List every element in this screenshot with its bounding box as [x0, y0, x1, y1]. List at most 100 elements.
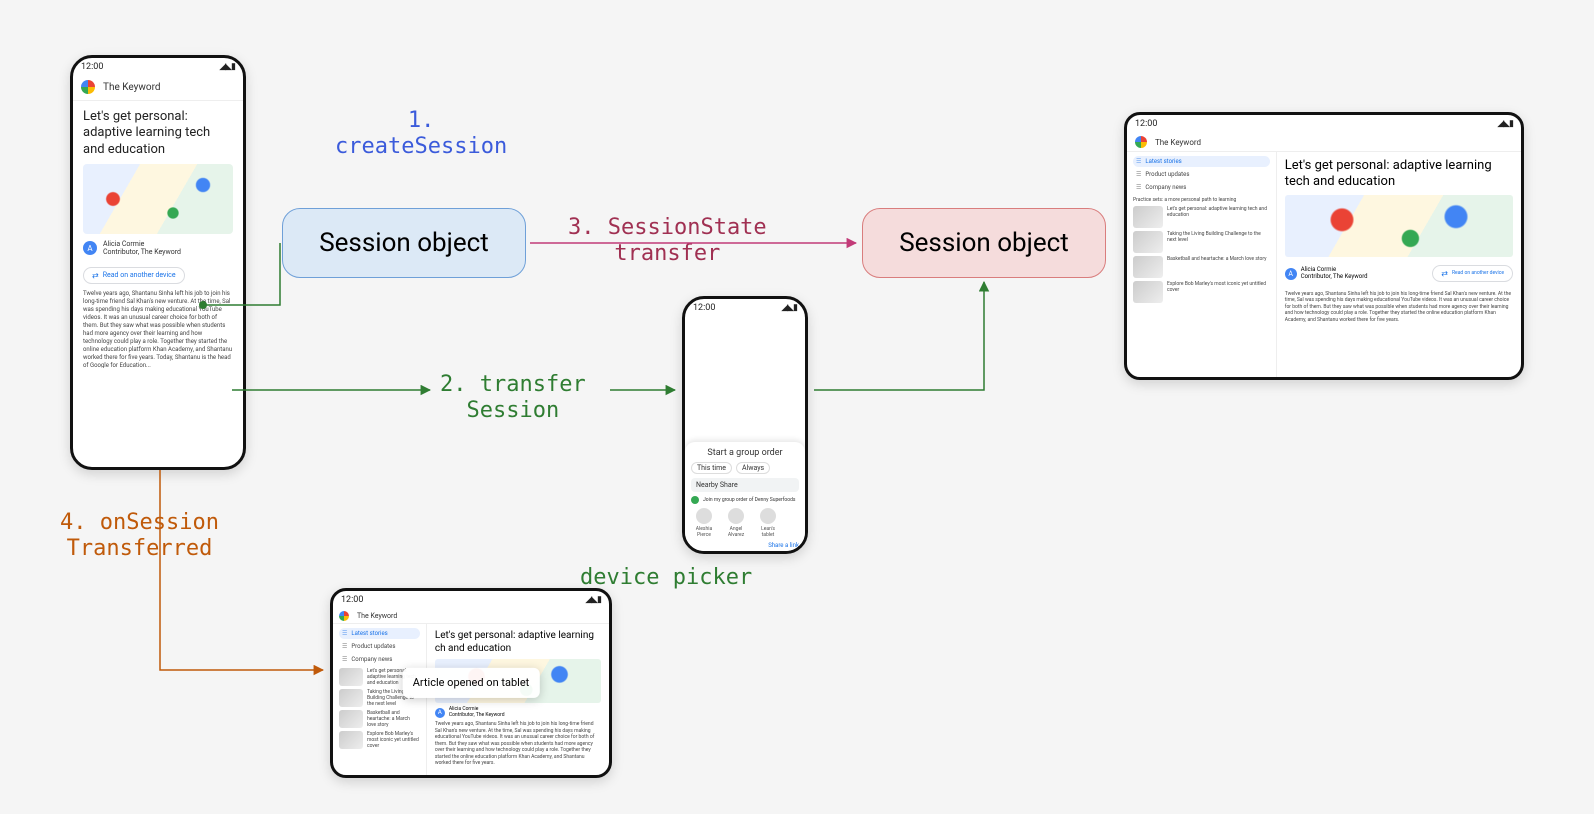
- label-device-picker: device picker: [580, 565, 752, 591]
- read-on-another-device-button[interactable]: Read on another device: [1432, 265, 1513, 282]
- share-sheet[interactable]: Start a group order This time Always Nea…: [685, 442, 805, 554]
- read-on-another-device-button[interactable]: Read on another device: [83, 267, 185, 284]
- app-bar: The Keyword: [73, 76, 243, 101]
- chip-always[interactable]: Always: [736, 462, 770, 474]
- author-role: Contributor, The Keyword: [449, 713, 505, 719]
- author-row: A Alicia Cormie Contributor, The Keyword: [435, 707, 601, 718]
- thumb-icon: [1133, 231, 1163, 253]
- author-meta: Alicia Cormie Contributor, The Keyword: [449, 707, 505, 718]
- author-avatar: A: [1285, 268, 1297, 280]
- sidebar-card-title: Practice sets: a more personal path to l…: [1133, 197, 1270, 203]
- feed-item[interactable]: Let's get personal: adaptive learning te…: [1133, 206, 1270, 228]
- article-content: Let's get personal: adaptive learning te…: [73, 101, 243, 376]
- read-button-label: Read on another device: [1452, 270, 1504, 276]
- google-logo-icon: [339, 611, 349, 621]
- label-step1-line1: 1.: [335, 108, 507, 134]
- label-step4-line1: 4. onSession: [60, 510, 219, 536]
- nav-latest-stories[interactable]: Latest stories: [1133, 156, 1270, 167]
- share-link[interactable]: Share a link: [691, 542, 799, 549]
- tablet-body: Latest stories Product updates Company n…: [333, 624, 609, 775]
- author-meta: Alicia Cormie Contributor, The Keyword: [103, 240, 181, 257]
- status-signal: ◢◣▮: [1497, 119, 1513, 129]
- app-title: The Keyword: [103, 82, 161, 93]
- feed-item[interactable]: Taking the Living Building Challenge to …: [1133, 231, 1270, 253]
- toast-article-opened: Article opened on tablet: [403, 668, 540, 698]
- label-step1-line2: createSession: [335, 134, 507, 160]
- session-box-label: Session object: [899, 228, 1069, 258]
- article-headline: Let's get personal: adaptive learning te…: [1285, 158, 1513, 191]
- read-button-label: Read on another device: [103, 271, 176, 279]
- status-time: 12:00: [1135, 119, 1157, 129]
- contact-name: Angel Alvarez: [723, 526, 749, 538]
- article-illustration: [1285, 195, 1513, 257]
- session-object-target: Session object: [862, 208, 1106, 278]
- tablet-target: 12:00 ◢◣▮ The Keyword Latest stories Pro…: [1124, 112, 1524, 380]
- sheet-title: Start a group order: [691, 448, 799, 458]
- feed-text: Explore Bob Marley's most iconic yet unt…: [1167, 281, 1270, 303]
- a5-picker-to-redbox: [814, 282, 984, 390]
- a4-phone-to-tablet: [160, 470, 323, 670]
- status-time: 12:00: [81, 62, 103, 72]
- contact-item[interactable]: Lean's tablet: [755, 508, 781, 538]
- nav-company-news[interactable]: Company news: [1133, 182, 1270, 193]
- contact-item[interactable]: Aleshia Pierce: [691, 508, 717, 538]
- feed-text: Let's get personal: adaptive learning te…: [1167, 206, 1270, 228]
- article-body: Twelve years ago, Shantanu Sinha left hi…: [83, 290, 233, 368]
- nav-company-news[interactable]: Company news: [339, 654, 420, 665]
- status-signal: ◢◣▮: [585, 595, 601, 605]
- app-title: The Keyword: [1155, 138, 1201, 147]
- article-illustration: [83, 164, 233, 234]
- google-logo-icon: [81, 80, 95, 94]
- nav-product-updates[interactable]: Product updates: [339, 641, 420, 652]
- feed-item[interactable]: Basketball and heartache: a March love s…: [1133, 256, 1270, 278]
- feed-item[interactable]: Explore Bob Marley's most iconic yet unt…: [339, 731, 420, 749]
- tablet-body: Latest stories Product updates Company n…: [1127, 152, 1521, 377]
- thumb-icon: [339, 668, 363, 686]
- nav-latest-stories[interactable]: Latest stories: [339, 628, 420, 639]
- thumb-icon: [339, 710, 363, 728]
- article-body: Twelve years ago, Shantanu Sinha left hi…: [1285, 291, 1513, 324]
- feed-text: Taking the Living Building Challenge to …: [1167, 231, 1270, 253]
- label-step3-sessionstate: 3. SessionState transfer: [568, 215, 767, 268]
- article-main: Let's get personal: adaptive learning ch…: [427, 624, 609, 775]
- sidebar: Latest stories Product updates Company n…: [333, 624, 427, 775]
- chip-row: This time Always: [691, 462, 799, 474]
- feed-item[interactable]: Basketball and heartache: a March love s…: [339, 710, 420, 728]
- status-bar: 12:00 ◢◣▮: [1127, 115, 1521, 133]
- label-step3-line1: 3. SessionState: [568, 215, 767, 241]
- label-device-picker-text: device picker: [580, 565, 752, 590]
- author-avatar: A: [83, 241, 97, 255]
- share-text: Join my group order of Denny Superfoods: [703, 497, 795, 503]
- author-row: A Alicia Cormie Contributor, The Keyword: [83, 240, 233, 257]
- session-object-source: Session object: [282, 208, 526, 278]
- feed-text: Basketball and heartache: a March love s…: [367, 710, 420, 728]
- contact-item[interactable]: Angel Alvarez: [723, 508, 749, 538]
- status-time: 12:00: [341, 595, 363, 605]
- status-bar: 12:00 ◢◣▮: [73, 58, 243, 76]
- label-step2-transfersession: 2. transfer Session: [440, 372, 586, 425]
- google-logo-icon: [1135, 136, 1147, 148]
- app-title: The Keyword: [357, 612, 397, 620]
- contact-name: Aleshia Pierce: [691, 526, 717, 538]
- label-step2-line2: Session: [440, 398, 586, 424]
- label-step2-line1: 2. transfer: [440, 372, 586, 398]
- share-dot-icon: [691, 496, 699, 504]
- thumb-icon: [1133, 206, 1163, 228]
- status-time: 12:00: [693, 303, 715, 313]
- chip-this-time[interactable]: This time: [691, 462, 732, 474]
- article-headline: Let's get personal: adaptive learning te…: [83, 109, 233, 158]
- avatar-icon: [696, 508, 712, 524]
- nearby-share-row[interactable]: Nearby Share: [691, 478, 799, 492]
- avatar-icon: [760, 508, 776, 524]
- label-step4-onsessiontransferred: 4. onSession Transferred: [60, 510, 219, 563]
- tablet-callback-result: 12:00 ◢◣▮ The Keyword Latest stories Pro…: [330, 588, 612, 778]
- feed-text: Basketball and heartache: a March love s…: [1167, 256, 1266, 278]
- share-line: Join my group order of Denny Superfoods: [691, 496, 799, 504]
- thumb-icon: [1133, 256, 1163, 278]
- feed-item[interactable]: Explore Bob Marley's most iconic yet unt…: [1133, 281, 1270, 303]
- label-step4-line2: Transferred: [60, 536, 219, 562]
- contacts-row: Aleshia Pierce Angel Alvarez Lean's tabl…: [691, 508, 799, 538]
- nav-product-updates[interactable]: Product updates: [1133, 169, 1270, 180]
- sidebar: Latest stories Product updates Company n…: [1127, 152, 1277, 377]
- article-main: Let's get personal: adaptive learning te…: [1277, 152, 1521, 377]
